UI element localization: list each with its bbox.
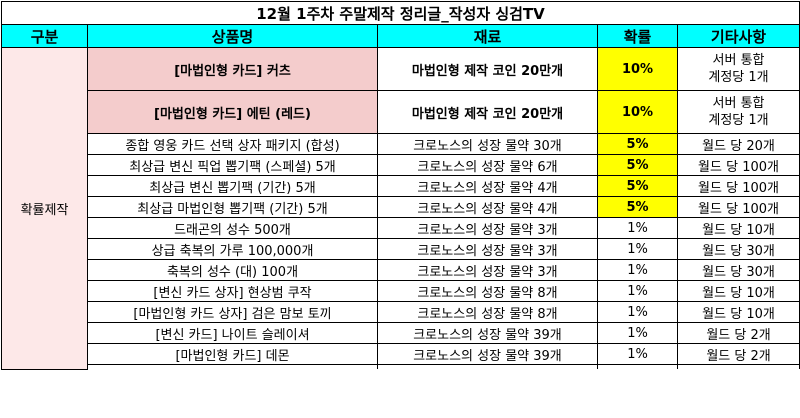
header-category[interactable]: 구분 [1, 24, 88, 48]
table-row: [변신 카드 상자] 현상범 쿠작 크로노스의 성장 물약 8개 1% 월드 당… [2, 280, 800, 302]
notes-cell[interactable]: 월드 당 10개 [676, 301, 800, 323]
material-cell[interactable] [377, 364, 598, 369]
notes-cell[interactable]: 서버 통합 계정당 1개 [676, 90, 800, 134]
material-cell[interactable]: 크로노스의 성장 물약 4개 [377, 175, 598, 197]
material-cell[interactable]: 크로노스의 성장 물약 39개 [377, 322, 598, 344]
product-cell[interactable] [87, 364, 378, 369]
probability-cell[interactable]: 1% [597, 322, 678, 344]
notes-cell[interactable]: 월드 당 30개 [676, 259, 800, 281]
material-cell[interactable]: 크로노스의 성장 물약 3개 [377, 259, 598, 281]
probability-cell[interactable]: 1% [597, 301, 678, 323]
material-cell[interactable]: 크로노스의 성장 물약 8개 [377, 280, 598, 302]
product-cell[interactable]: [변신 카드] 나이트 슬레이셔 [87, 322, 378, 344]
table-row: [마법인형 카드] 에틴 (레드) 마법인형 제작 코인 20만개 10% 서버… [2, 90, 800, 134]
table-row: [마법인형 카드] 데몬 크로노스의 성장 물약 39개 1% 월드 당 2개 [2, 343, 800, 365]
product-cell[interactable]: 최상급 변신 픽업 뽑기팩 (스페셜) 5개 [87, 154, 378, 176]
material-cell[interactable]: 마법인형 제작 코인 20만개 [377, 47, 598, 91]
material-cell[interactable]: 크로노스의 성장 물약 8개 [377, 301, 598, 323]
notes-cell[interactable]: 월드 당 10개 [676, 280, 800, 302]
probability-cell[interactable]: 5% [597, 196, 678, 218]
notes-line: 계정당 1개 [708, 113, 769, 128]
product-cell[interactable]: 최상급 변신 뽑기팩 (기간) 5개 [87, 175, 378, 197]
table-row: [마법인형 카드 상자] 검은 맘보 토끼 크로노스의 성장 물약 8개 1% … [2, 301, 800, 323]
header-product[interactable]: 상품명 [87, 24, 378, 48]
product-cell[interactable]: [마법인형 카드] 데몬 [87, 343, 378, 365]
notes-cell[interactable]: 월드 당 2개 [676, 322, 800, 344]
table-row: 종합 영웅 카드 선택 상자 패키지 (합성) 크로노스의 성장 물약 30개 … [2, 133, 800, 155]
probability-cell[interactable]: 1% [597, 238, 678, 260]
product-cell[interactable]: [마법인형 카드 상자] 검은 맘보 토끼 [87, 301, 378, 323]
table-row: 상급 축복의 가루 100,000개 크로노스의 성장 물약 3개 1% 월드 … [2, 238, 800, 260]
header-notes[interactable]: 기타사항 [676, 24, 800, 48]
notes-cell[interactable]: 월드 당 30개 [676, 238, 800, 260]
probability-cell[interactable] [597, 364, 678, 369]
product-cell[interactable]: [변신 카드 상자] 현상범 쿠작 [87, 280, 378, 302]
notes-cell[interactable]: 월드 당 2개 [676, 343, 800, 365]
table-row: 최상급 변신 픽업 뽑기팩 (스페셜) 5개 크로노스의 성장 물약 6개 5%… [2, 154, 800, 176]
title-row: 12월 1주차 주말제작 정리글_작성자 싱검TV [0, 1, 800, 25]
probability-cell[interactable]: 10% [597, 90, 678, 134]
product-cell[interactable]: 축복의 성수 (대) 100개 [87, 259, 378, 281]
notes-cell[interactable]: 서버 통합 계정당 1개 [676, 47, 800, 91]
table-row: 최상급 마법인형 뽑기팩 (기간) 5개 크로노스의 성장 물약 4개 5% 월… [2, 196, 800, 218]
product-cell[interactable]: 최상급 마법인형 뽑기팩 (기간) 5개 [87, 196, 378, 218]
table-row: 확률제작 [마법인형 카드] 커츠 마법인형 제작 코인 20만개 10% 서버… [1, 47, 800, 370]
notes-cell[interactable]: 월드 당 100개 [676, 196, 800, 218]
table-row: 최상급 변신 뽑기팩 (기간) 5개 크로노스의 성장 물약 4개 5% 월드 … [2, 175, 800, 197]
table-row: 드래곤의 성수 500개 크로노스의 성장 물약 3개 1% 월드 당 10개 [2, 217, 800, 239]
sheet-title[interactable]: 12월 1주차 주말제작 정리글_작성자 싱검TV [0, 1, 800, 25]
product-cell[interactable]: 상급 축복의 가루 100,000개 [87, 238, 378, 260]
table-row: [변신 카드] 나이트 슬레이셔 크로노스의 성장 물약 39개 1% 월드 당… [2, 322, 800, 344]
material-cell[interactable]: 크로노스의 성장 물약 30개 [377, 133, 598, 155]
notes-cell[interactable]: 월드 당 100개 [676, 154, 800, 176]
probability-cell[interactable]: 5% [597, 175, 678, 197]
material-cell[interactable]: 크로노스의 성장 물약 3개 [377, 238, 598, 260]
material-cell[interactable]: 크로노스의 성장 물약 3개 [377, 217, 598, 239]
notes-line: 서버 통합 [712, 53, 765, 68]
product-cell[interactable]: [마법인형 카드] 에틴 (레드) [87, 90, 378, 134]
material-cell[interactable]: 마법인형 제작 코인 20만개 [377, 90, 598, 134]
probability-cell[interactable]: 1% [597, 280, 678, 302]
material-cell[interactable]: 크로노스의 성장 물약 39개 [377, 343, 598, 365]
header-row: 구분 상품명 재료 확률 기타사항 [1, 24, 800, 48]
header-material[interactable]: 재료 [377, 24, 598, 48]
material-cell[interactable]: 크로노스의 성장 물약 6개 [377, 154, 598, 176]
product-cell[interactable]: [마법인형 카드] 커츠 [87, 47, 378, 91]
category-cell[interactable]: 확률제작 [1, 47, 88, 370]
product-cell[interactable]: 드래곤의 성수 500개 [87, 217, 378, 239]
craft-summary-table: 12월 1주차 주말제작 정리글_작성자 싱검TV 구분 상품명 재료 확률 기… [0, 1, 800, 370]
probability-cell[interactable]: 5% [597, 154, 678, 176]
notes-line: 계정당 1개 [708, 70, 769, 85]
probability-cell[interactable]: 1% [597, 343, 678, 365]
probability-cell[interactable]: 1% [597, 259, 678, 281]
table-row-partial [2, 364, 800, 369]
header-probability[interactable]: 확률 [597, 24, 678, 48]
material-cell[interactable]: 크로노스의 성장 물약 4개 [377, 196, 598, 218]
notes-cell[interactable] [676, 364, 800, 369]
table-row: 축복의 성수 (대) 100개 크로노스의 성장 물약 3개 1% 월드 당 3… [2, 259, 800, 281]
notes-cell[interactable]: 월드 당 10개 [676, 217, 800, 239]
product-cell[interactable]: 종합 영웅 카드 선택 상자 패키지 (합성) [87, 133, 378, 155]
notes-cell[interactable]: 월드 당 20개 [676, 133, 800, 155]
probability-cell[interactable]: 1% [597, 217, 678, 239]
notes-cell[interactable]: 월드 당 100개 [676, 175, 800, 197]
probability-cell[interactable]: 10% [597, 47, 678, 91]
notes-line: 서버 통합 [712, 96, 765, 111]
probability-cell[interactable]: 5% [597, 133, 678, 155]
